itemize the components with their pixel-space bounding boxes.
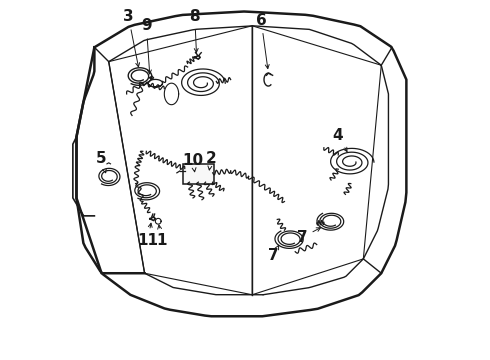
Text: 11: 11 [137, 223, 158, 248]
Text: 5: 5 [96, 151, 106, 173]
Text: 6: 6 [256, 13, 269, 69]
FancyBboxPatch shape [183, 163, 214, 184]
Text: 8: 8 [190, 9, 200, 53]
Text: 2: 2 [206, 151, 216, 170]
Text: 7: 7 [297, 228, 320, 245]
Text: 3: 3 [123, 9, 140, 67]
Text: 7: 7 [269, 245, 279, 263]
Text: 4: 4 [332, 128, 347, 152]
Text: 10: 10 [182, 153, 203, 172]
Text: 1: 1 [156, 225, 167, 248]
Text: 9: 9 [141, 18, 152, 74]
